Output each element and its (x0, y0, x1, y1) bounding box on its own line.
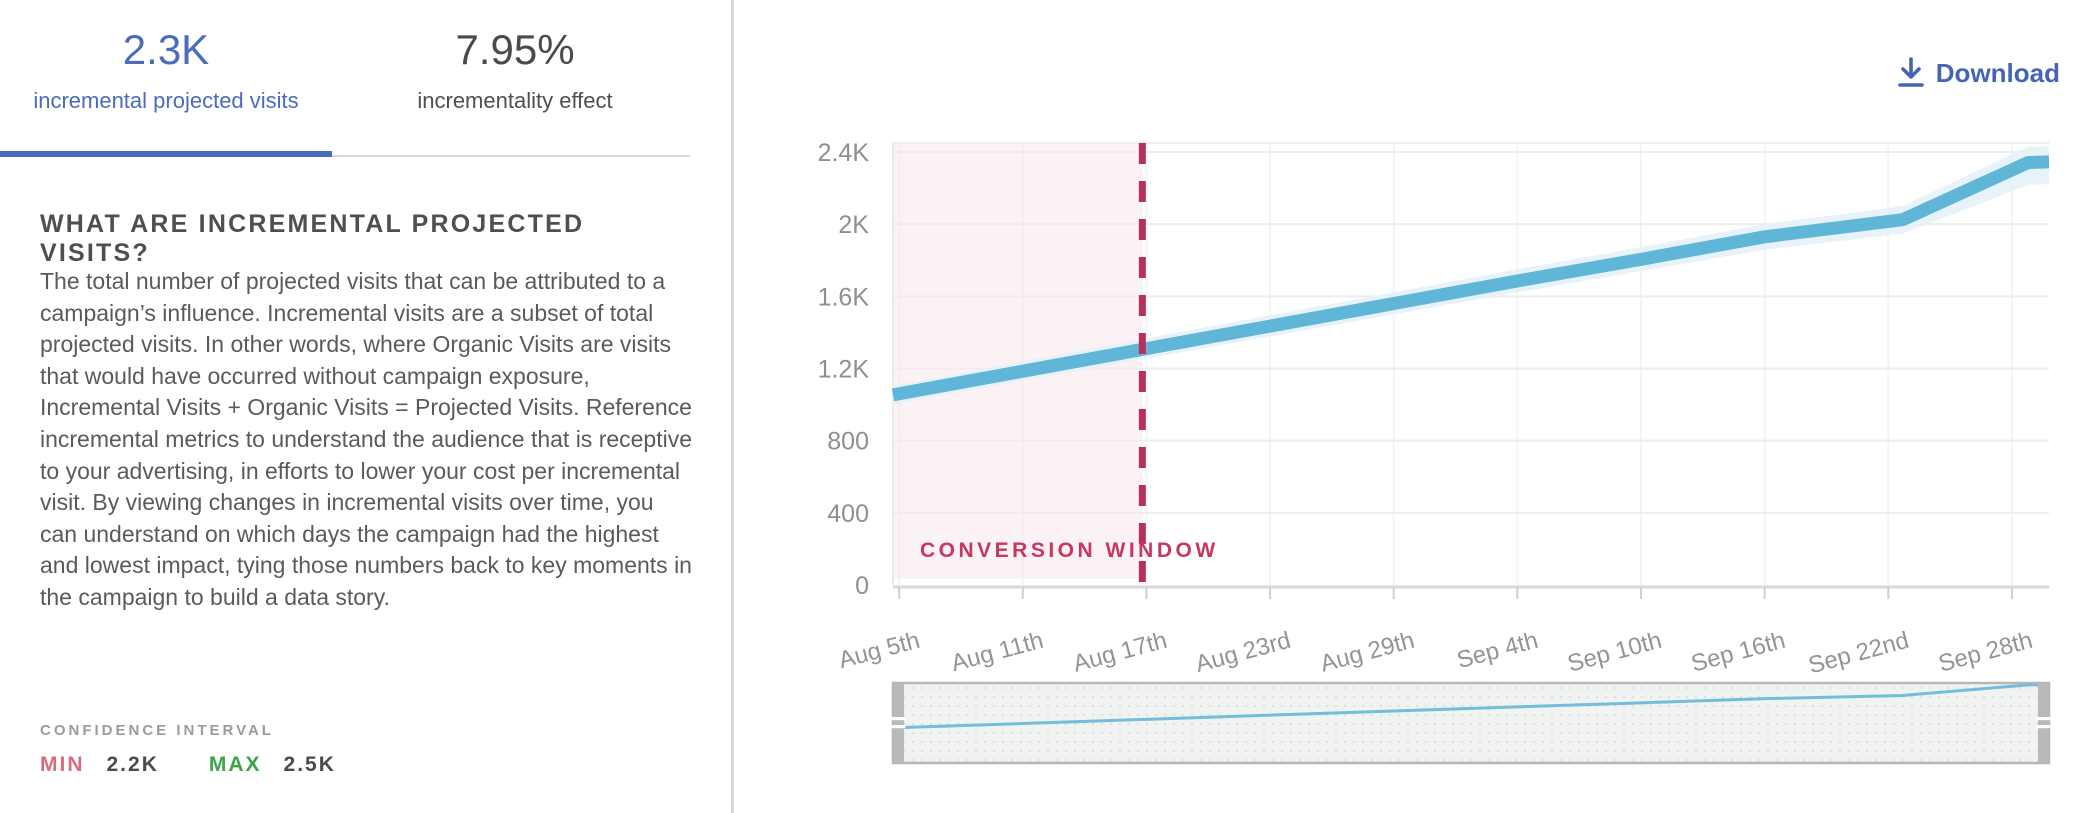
navigator-left-handle[interactable] (893, 683, 904, 763)
x-axis-label: Sep 4th (1454, 627, 1541, 674)
x-axis-label: Sep 10th (1565, 627, 1665, 678)
metric-value: 2.3K (122, 26, 210, 73)
confidence-interval-label: CONFIDENCE INTERVAL (40, 722, 274, 739)
handle-grip-line (2036, 717, 2051, 721)
max-label: MAX (208, 753, 262, 776)
handle-grip-line (891, 717, 906, 721)
x-axis-label: Aug 11th (948, 627, 1046, 677)
x-axis-label: Aug 29th (1317, 627, 1417, 678)
x-axis-label: Sep 22nd (1806, 627, 1912, 680)
y-axis-label: 1.6K (818, 283, 870, 311)
incremental-visits-line (891, 155, 2050, 402)
navigator-right-handle[interactable] (2038, 683, 2049, 763)
x-axis-label: Aug 5th (836, 627, 923, 674)
min-value: 2.2K (106, 753, 159, 776)
y-axis-label: 800 (827, 428, 869, 456)
y-axis-label: 2.4K (818, 139, 870, 167)
min-label: MIN (40, 753, 85, 776)
metric-label: incrementality effect (417, 88, 613, 113)
y-axis-label: 0 (855, 572, 869, 600)
x-axis-label: Aug 17th (1070, 627, 1170, 678)
y-axis-label: 400 (827, 500, 869, 528)
metric-label: incremental projected visits (33, 88, 299, 113)
conversion-window-label: CONVERSION WINDOW (920, 539, 1219, 562)
y-axis-label: 2K (838, 211, 869, 239)
x-axis-label: Sep 16th (1688, 627, 1788, 678)
tab-underline-track (0, 155, 690, 157)
download-icon (1897, 57, 1924, 87)
handle-grip-line (891, 725, 906, 729)
info-heading: WHAT ARE INCREMENTAL PROJECTED VISITS? (40, 210, 585, 267)
x-axis-label: Aug 23rd (1193, 627, 1294, 678)
metrics-info-panel: 2.3K incremental projected visits 7.95% … (0, 0, 731, 813)
download-button[interactable]: Download (1896, 56, 2060, 90)
panel-divider (731, 0, 734, 813)
tab-incremental-projected-visits[interactable]: 2.3K incremental projected visits (0, 0, 332, 118)
tab-incrementality-effect[interactable]: 7.95% incrementality effect (340, 0, 690, 118)
navigator-line (892, 683, 2050, 730)
y-axis-label: 1.2K (818, 356, 870, 384)
confidence-interval-values: MIN 2.2K MAX 2.5K (40, 753, 336, 777)
active-tab-underline (0, 151, 332, 157)
info-paragraph: The total number of projected visits tha… (40, 268, 693, 610)
max-value: 2.5K (283, 753, 336, 776)
handle-grip-line (2036, 725, 2051, 729)
x-axis-label: Sep 28th (1936, 627, 2036, 678)
metric-value: 7.95% (455, 26, 575, 73)
download-label: Download (1935, 57, 2060, 88)
